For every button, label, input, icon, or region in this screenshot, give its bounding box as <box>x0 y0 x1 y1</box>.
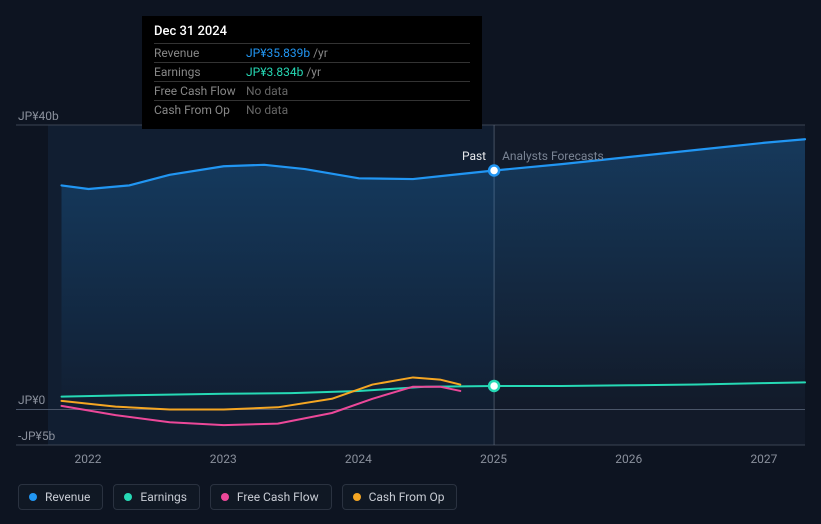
legend-item-revenue[interactable]: Revenue <box>18 484 103 510</box>
x-axis-tick-label: 2026 <box>615 452 642 466</box>
x-axis-tick-label: 2024 <box>345 452 372 466</box>
legend-label: Earnings <box>140 490 187 504</box>
x-axis-tick-label: 2025 <box>480 452 507 466</box>
y-axis-tick-label: -JP¥5b <box>18 429 55 443</box>
legend-item-earnings[interactable]: Earnings <box>113 484 200 510</box>
legend-label: Cash From Op <box>369 490 445 504</box>
x-axis-tick-label: 2022 <box>75 452 102 466</box>
legend-dot-icon <box>221 493 229 501</box>
tooltip-row: EarningsJP¥3.834b /yr <box>154 63 470 82</box>
tooltip-row: Free Cash FlowNo data <box>154 82 470 101</box>
chart-tooltip: Dec 31 2024 RevenueJP¥35.839b /yrEarning… <box>142 16 482 129</box>
legend-dot-icon <box>124 493 132 501</box>
y-axis-tick-label: JP¥40b <box>18 109 59 123</box>
legend-item-fcf[interactable]: Free Cash Flow <box>210 484 332 510</box>
tooltip-table: RevenueJP¥35.839b /yrEarningsJP¥3.834b /… <box>154 43 470 119</box>
past-label: Past <box>462 149 486 163</box>
forecast-label: Analysts Forecasts <box>502 149 604 163</box>
x-axis-tick-label: 2023 <box>210 452 237 466</box>
marker-earnings <box>489 381 499 391</box>
legend-dot-icon <box>29 493 37 501</box>
tooltip-row: Cash From OpNo data <box>154 101 470 120</box>
legend-label: Revenue <box>45 490 90 504</box>
y-axis-tick-label: JP¥0 <box>18 393 45 407</box>
legend-label: Free Cash Flow <box>237 490 319 504</box>
chart-legend: Revenue Earnings Free Cash Flow Cash From O… <box>18 484 457 510</box>
x-axis-tick-label: 2027 <box>750 452 777 466</box>
legend-item-cfo[interactable]: Cash From Op <box>342 484 458 510</box>
tooltip-row: RevenueJP¥35.839b /yr <box>154 44 470 63</box>
marker-revenue <box>489 166 499 176</box>
tooltip-date: Dec 31 2024 <box>154 24 470 39</box>
legend-dot-icon <box>353 493 361 501</box>
